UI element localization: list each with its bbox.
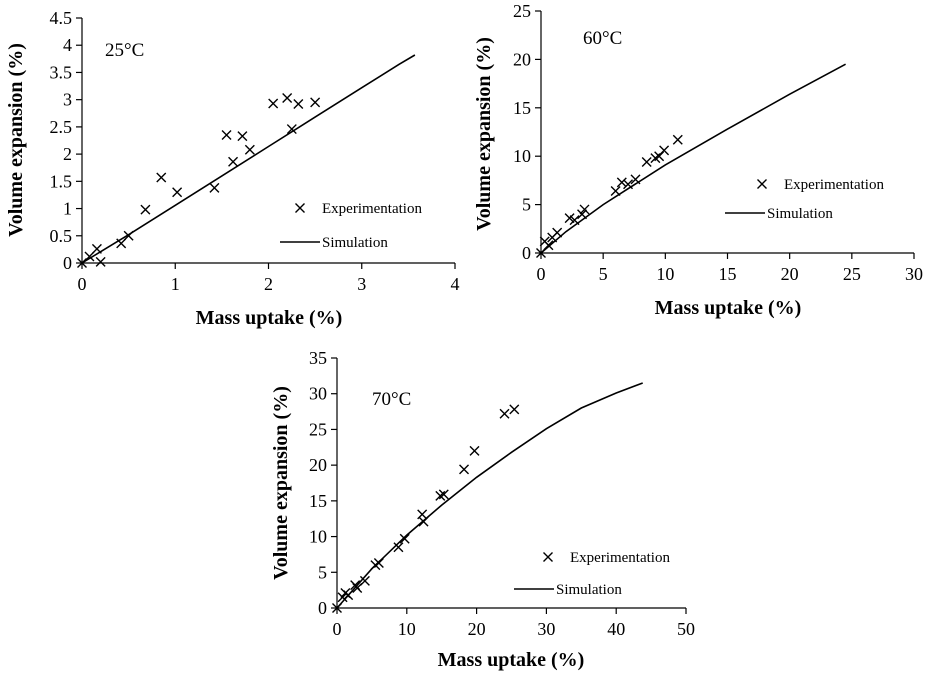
- experiment-point: [209, 182, 220, 193]
- chart-25c: 0 1 2 3 4 0 0.5 1 1.5 2 2.5 3 3.5 4 4.5 Mass uptake (%)…: [5, 8, 460, 329]
- y-tick-label: 5: [522, 195, 531, 215]
- x-tick-label: 0: [78, 274, 87, 294]
- y-tick-label: 15: [513, 98, 531, 118]
- legend-label-simulation: Simulation: [767, 206, 833, 222]
- x-tick-label: 1: [171, 274, 180, 294]
- y-tick-label: 3.5: [50, 62, 73, 82]
- y-tick-label: 2.5: [50, 117, 73, 137]
- y-axis-title: Volume expansion (%): [473, 37, 495, 231]
- experiment-point: [469, 445, 480, 456]
- x-tick-label: 3: [357, 274, 366, 294]
- experiment-point: [282, 93, 293, 104]
- y-tick-label: 3: [63, 90, 72, 110]
- legend-label-simulation: Simulation: [556, 582, 622, 598]
- x-tick-label: 10: [398, 619, 416, 639]
- x-axis-title: Mass uptake (%): [655, 297, 802, 319]
- experiment-point: [156, 172, 167, 183]
- experiment-point: [359, 575, 370, 586]
- x-tick-label: 4: [451, 274, 460, 294]
- x-tick-label: 5: [599, 264, 608, 284]
- experiment-point: [337, 592, 348, 603]
- y-tick-label: 2: [63, 144, 72, 164]
- simulation-line: [336, 382, 643, 609]
- legend-label-simulation: Simulation: [322, 235, 388, 251]
- y-tick-label: 30: [309, 384, 327, 404]
- experiment-point: [399, 533, 410, 544]
- x-tick-label: 20: [781, 264, 799, 284]
- experiment-point: [435, 490, 446, 501]
- y-tick-label: 0: [318, 598, 327, 618]
- experiment-point: [172, 187, 183, 198]
- experiment-point: [579, 204, 590, 215]
- panel-label: 70°C: [372, 389, 411, 410]
- experiment-point: [393, 542, 404, 553]
- legend-label-experimentation: Experimentation: [784, 177, 884, 193]
- panel-label: 60°C: [583, 28, 622, 49]
- experiment-point: [438, 489, 449, 500]
- legend-marker-experimentation: [543, 552, 553, 562]
- legend-marker-experimentation: [757, 179, 767, 189]
- experiment-point: [616, 177, 627, 188]
- y-tick-label: 1: [63, 199, 72, 219]
- experiment-point: [459, 464, 470, 475]
- experiment-point: [293, 99, 304, 110]
- y-tick-label: 10: [309, 527, 327, 547]
- y-tick-label: 1.5: [50, 171, 73, 191]
- experiment-point: [268, 98, 279, 109]
- experiment-point: [244, 144, 255, 155]
- chart-60c: 0 5 10 15 20 25 30 0 5 10 15 20 25 Mass uptake (%) Vol…: [473, 1, 923, 319]
- y-tick-label: 4.5: [50, 8, 73, 28]
- y-tick-label: 35: [309, 348, 327, 368]
- experiment-point: [641, 157, 652, 168]
- y-axis-title: Volume expansion (%): [270, 386, 292, 580]
- x-axis-title: Mass uptake (%): [196, 307, 343, 329]
- x-tick-label: 30: [537, 619, 555, 639]
- y-tick-label: 25: [513, 1, 531, 21]
- x-tick-label: 20: [468, 619, 486, 639]
- y-tick-label: 20: [309, 455, 327, 475]
- legend-label-experimentation: Experimentation: [570, 550, 670, 566]
- x-tick-label: 10: [656, 264, 674, 284]
- simulation-line: [81, 54, 416, 264]
- experiment-point: [140, 204, 151, 215]
- y-tick-label: 0: [522, 243, 531, 263]
- y-axis-title: Volume expansion (%): [5, 43, 27, 237]
- x-tick-label: 0: [333, 619, 342, 639]
- panel-label: 25°C: [105, 40, 144, 61]
- experiment-point: [310, 97, 321, 108]
- x-tick-label: 2: [264, 274, 273, 294]
- x-axis-title: Mass uptake (%): [438, 649, 585, 671]
- experiment-point: [499, 408, 510, 419]
- experiment-point: [509, 404, 520, 415]
- y-tick-label: 0: [63, 253, 72, 273]
- simulation-line: [540, 63, 846, 254]
- legend-label-experimentation: Experimentation: [322, 201, 422, 217]
- y-tick-label: 20: [513, 49, 531, 69]
- y-tick-label: 10: [513, 146, 531, 166]
- legend-marker-experimentation: [295, 203, 305, 213]
- experiment-point: [659, 145, 670, 156]
- chart-70c: 0 10 20 30 40 50 0 5 10 15 20 25 30 35 Mass uptake (%)…: [270, 348, 695, 671]
- experiment-point: [95, 256, 106, 267]
- x-tick-label: 50: [677, 619, 695, 639]
- experiment-point: [286, 124, 297, 135]
- y-tick-label: 4: [63, 35, 72, 55]
- y-tick-label: 25: [309, 419, 327, 439]
- experiment-point: [228, 156, 239, 167]
- experiment-point: [221, 130, 232, 141]
- x-tick-label: 25: [843, 264, 861, 284]
- experiment-point: [672, 134, 683, 145]
- y-tick-label: 15: [309, 491, 327, 511]
- experiment-point: [237, 131, 248, 142]
- x-tick-label: 15: [719, 264, 737, 284]
- x-tick-label: 30: [905, 264, 923, 284]
- x-tick-label: 40: [607, 619, 625, 639]
- y-tick-label: 5: [318, 562, 327, 582]
- y-tick-label: 0.5: [50, 226, 73, 246]
- x-tick-label: 0: [537, 264, 546, 284]
